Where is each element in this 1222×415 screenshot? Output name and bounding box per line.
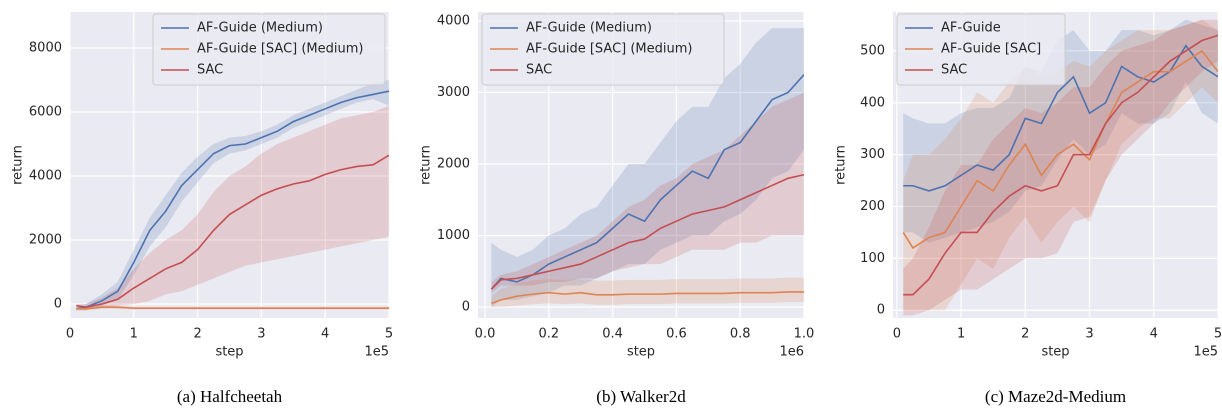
error-band	[491, 277, 804, 307]
y-tick-label: 2000	[29, 233, 62, 248]
y-tick-label: 200	[860, 199, 885, 214]
legend-label: AF-Guide [SAC] (Medium)	[197, 42, 363, 57]
legend-label: AF-Guide (Medium)	[197, 21, 323, 36]
plot-area	[76, 80, 389, 311]
y-tick-label: 0	[462, 299, 470, 314]
line	[490, 173, 804, 290]
line	[76, 306, 389, 310]
legend-label: AF-Guide	[941, 21, 1001, 36]
x-tick-label: 0.2	[538, 327, 559, 342]
error-band	[903, 19, 1218, 243]
line	[491, 291, 804, 305]
error-band	[903, 19, 1218, 311]
error-band	[491, 92, 804, 293]
x-tick-label: 0.0	[475, 327, 496, 342]
x-tick-label: 2	[193, 327, 201, 342]
line	[490, 74, 804, 290]
plot-area	[902, 19, 1218, 316]
x-tick-label: 0	[66, 327, 74, 342]
y-tick-label: 0	[54, 297, 62, 312]
legend-label: SAC	[526, 63, 552, 78]
line	[76, 90, 389, 310]
y-tick-label: 8000	[29, 41, 62, 56]
caption: (a) Halfcheetah	[177, 387, 283, 406]
x-tick-label: 0.4	[602, 327, 623, 342]
y-tick-label: 500	[860, 43, 885, 58]
y-tick-label: 100	[860, 251, 885, 266]
caption: (c) Maze2d-Medium	[985, 387, 1126, 406]
error-band	[903, 19, 1218, 316]
x-tick-label: 0.6	[666, 327, 687, 342]
line	[903, 34, 1218, 296]
error-band	[76, 105, 389, 309]
x-tick-label: 4	[321, 327, 329, 342]
y-tick-label: 4000	[29, 169, 62, 184]
legend-box	[152, 13, 386, 86]
y-axis-label: return	[834, 145, 849, 185]
legend-label: SAC	[941, 63, 967, 78]
legend-label: SAC	[197, 63, 223, 78]
y-axis-label: return	[11, 145, 26, 185]
legend-box	[481, 13, 725, 86]
x-tick-label: 3	[1085, 327, 1093, 342]
x-tick-label: 0	[893, 327, 901, 342]
legend-label: AF-Guide [SAC] (Medium)	[526, 42, 692, 57]
y-tick-label: 4000	[437, 14, 470, 29]
y-tick-label: 2000	[437, 156, 470, 171]
x-tick-label: 4	[1150, 327, 1158, 342]
x-tick-label: 2	[1021, 327, 1029, 342]
x-tick-label: 1	[957, 327, 965, 342]
y-tick-label: 0	[877, 303, 885, 318]
x-axis-label: step	[215, 345, 243, 360]
legend-label: AF-Guide [SAC]	[941, 42, 1041, 57]
x-offset-label: 1e5	[364, 345, 389, 360]
x-offset-label: 1e6	[779, 345, 804, 360]
error-band	[491, 28, 804, 307]
x-tick-label: 3	[257, 327, 265, 342]
line	[902, 49, 1218, 250]
y-tick-label: 6000	[29, 105, 62, 120]
line	[76, 154, 389, 309]
x-tick-label: 1.0	[794, 327, 815, 342]
y-tick-label: 3000	[437, 85, 470, 100]
x-tick-label: 0.8	[730, 327, 751, 342]
caption: (b) Walker2d	[596, 387, 686, 406]
x-tick-label: 5	[1214, 327, 1222, 342]
y-axis-label: return	[419, 145, 434, 185]
x-axis-label: step	[1041, 345, 1069, 360]
x-tick-label: 1	[130, 327, 138, 342]
plot-area	[490, 28, 804, 307]
y-tick-label: 400	[860, 95, 885, 110]
line	[903, 44, 1218, 192]
x-offset-label: 1e5	[1193, 345, 1218, 360]
legend-label: AF-Guide (Medium)	[526, 21, 652, 36]
y-tick-label: 300	[860, 147, 885, 162]
x-axis-label: step	[627, 345, 655, 360]
legend-box	[896, 13, 1066, 86]
x-tick-label: 5	[385, 327, 393, 342]
y-tick-label: 1000	[437, 228, 470, 243]
